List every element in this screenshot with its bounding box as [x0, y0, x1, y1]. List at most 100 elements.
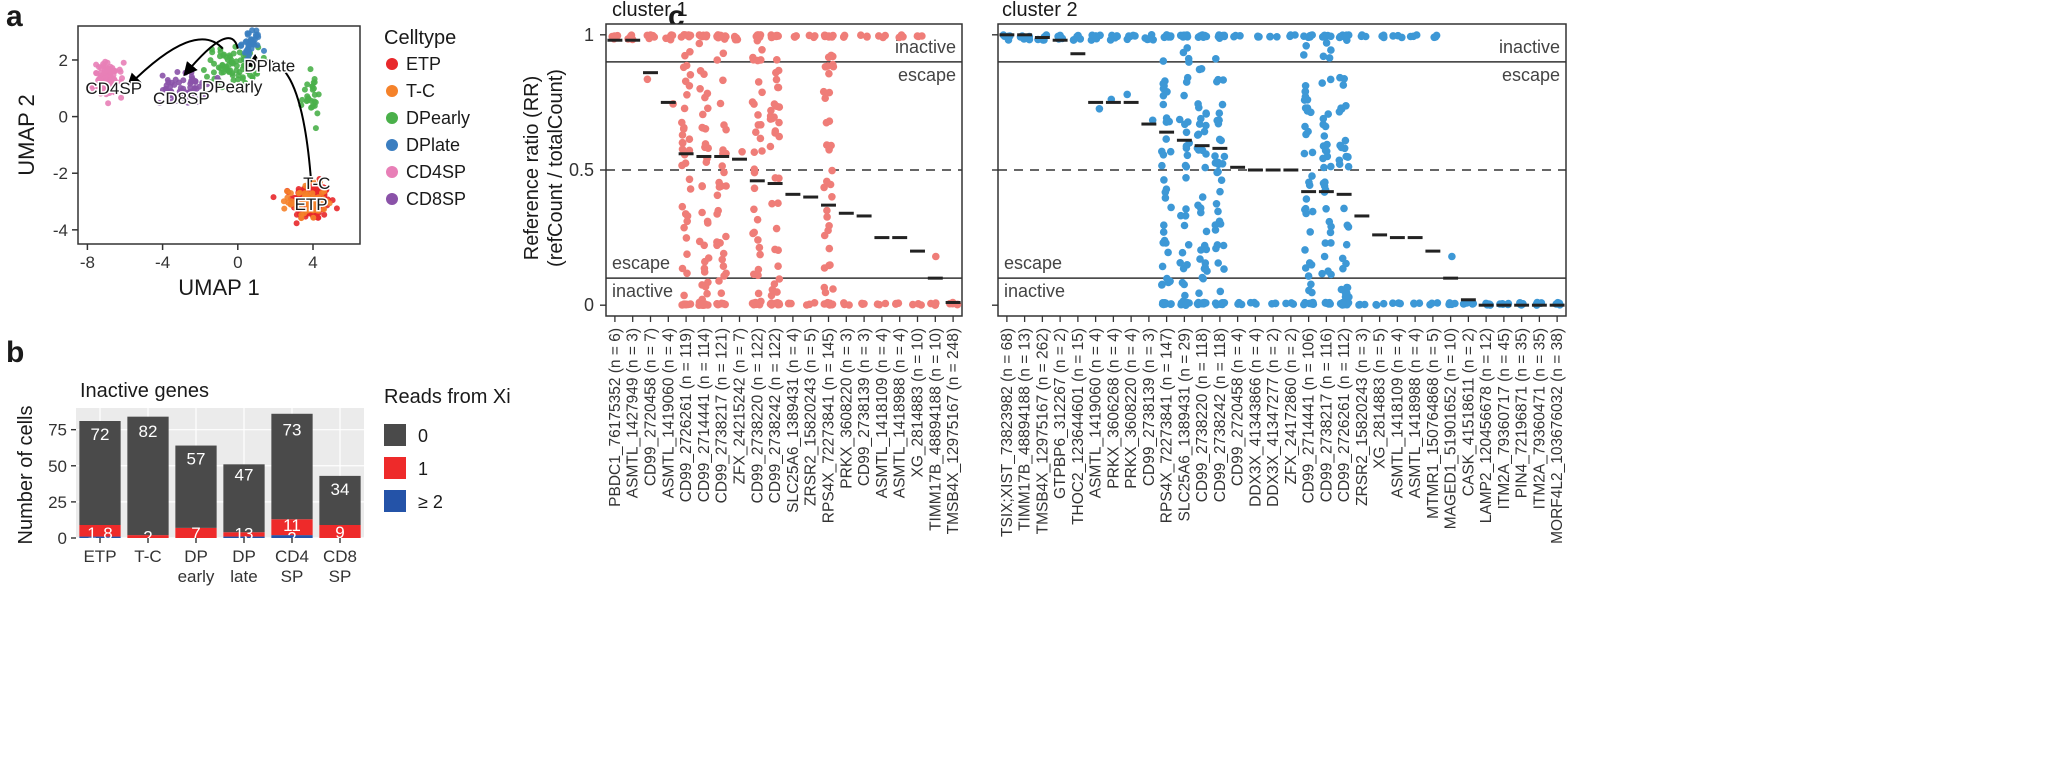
rr-gene-label: PBDC1_76175352 (n = 6)	[607, 328, 624, 507]
bar-segment-1	[127, 535, 169, 538]
rr-data-point	[822, 300, 830, 308]
rr-data-point	[754, 236, 762, 244]
rr-data-point	[1322, 39, 1331, 47]
rr-data-point	[1183, 151, 1192, 160]
rr-band-label-escape-top: escape	[898, 65, 956, 85]
rr-data-point	[899, 33, 907, 41]
rr-data-point	[820, 183, 828, 192]
bar-value-label: 73	[283, 421, 302, 440]
rr-gene-label: GTPBP6_312267 (n = 2)	[1052, 328, 1069, 499]
rr-data-point	[649, 31, 657, 40]
rr-data-point	[699, 124, 707, 132]
rr-data-point	[1379, 299, 1388, 308]
bar-xtick-label: late	[230, 567, 257, 586]
rr-data-point	[771, 32, 780, 40]
rr-data-point	[1291, 31, 1299, 39]
umap-xtick-label: 0	[233, 253, 242, 272]
rr-data-point	[1219, 241, 1228, 250]
rr-data-point	[1214, 32, 1223, 41]
rr-ytick-label: 1	[584, 25, 594, 45]
rr-data-point	[1448, 252, 1456, 261]
rr-data-point	[1211, 299, 1220, 308]
rr-data-point	[1160, 221, 1168, 229]
rr-band-label-inactive-top: inactive	[895, 37, 956, 57]
rr-band-label-escape-bottom: escape	[1004, 253, 1062, 273]
rr-data-point	[1131, 32, 1139, 40]
rr-data-point	[1339, 81, 1348, 89]
rr-data-point	[668, 31, 677, 40]
umap-point	[180, 77, 187, 84]
rr-data-point	[1197, 208, 1205, 217]
rr-data-point	[1166, 147, 1175, 156]
rr-gene-label: DDX3X_41347277 (n = 2)	[1265, 328, 1282, 507]
umap-point	[317, 178, 324, 185]
rr-data-point	[1303, 107, 1312, 115]
rr-gene-label: CD99_2714441 (n = 114)	[696, 328, 713, 502]
rr-data-point	[774, 199, 782, 207]
bar-segment-1	[79, 525, 121, 537]
bar-ytick-label: 75	[48, 421, 67, 440]
rr-data-point	[881, 31, 889, 40]
rr-data-point	[875, 32, 883, 40]
umap-point	[310, 214, 317, 221]
umap-legend-label: DPearly	[406, 108, 470, 128]
rr-data-point	[775, 275, 784, 283]
rr-data-point	[766, 142, 775, 151]
rr-data-point	[750, 100, 758, 108]
rr-data-point	[860, 300, 868, 308]
rr-data-point	[1198, 273, 1207, 282]
rr-data-point	[703, 289, 711, 298]
rr-data-point	[1141, 34, 1149, 42]
bar-value-label: 2	[143, 528, 152, 547]
rr-data-point	[857, 31, 865, 39]
rr-data-point	[718, 162, 726, 170]
rr-data-point	[738, 148, 746, 156]
umap-plot-frame	[77, 25, 361, 245]
rr-data-point	[1319, 114, 1328, 123]
rr-data-point	[1159, 57, 1168, 65]
rr-data-point	[715, 178, 723, 187]
rr-gene-label: PRKX_3606268 (n = 4)	[1105, 328, 1122, 489]
rr-data-point	[1246, 298, 1255, 307]
rr-data-point	[873, 300, 882, 309]
rr-data-point	[719, 262, 728, 271]
rr-data-point	[678, 118, 686, 127]
rr-data-point	[811, 32, 819, 40]
umap-legend-swatch	[386, 112, 398, 124]
rr-data-point	[1304, 33, 1313, 42]
rr-data-point	[722, 125, 730, 134]
rr-data-point	[766, 115, 775, 123]
rr-data-point	[774, 66, 783, 75]
umap-point	[298, 211, 305, 218]
rr-plot-frame	[997, 23, 1567, 317]
umap-point	[321, 206, 327, 213]
rr-data-point	[713, 300, 721, 308]
rr-gene-label: MORF4L2_103676032 (n = 38)	[1549, 328, 1566, 544]
rr-gene-label: ASMTL_1419060 (n = 4)	[1088, 328, 1105, 498]
rr-data-point	[698, 208, 706, 217]
umap-legend-label: DPlate	[406, 135, 460, 155]
umap-xtick-label: -8	[80, 253, 95, 272]
umap-point	[106, 87, 112, 94]
rr-gene-label: MTMR1_150764868 (n = 5)	[1425, 328, 1442, 519]
bar-xtick-label: SP	[329, 567, 352, 586]
rr-data-point	[662, 34, 670, 43]
rr-data-point	[772, 102, 781, 110]
rr-data-point	[787, 299, 795, 308]
bar-segment-ge2	[79, 536, 121, 538]
rr-data-point	[1180, 221, 1189, 230]
rr-data-point	[1301, 92, 1310, 101]
bar-segment-ge2	[223, 536, 265, 538]
umap-point	[284, 188, 291, 195]
rr-data-point	[1326, 75, 1335, 84]
bar-value-label: 57	[187, 450, 206, 469]
rr-data-point	[1301, 82, 1310, 90]
rr-data-point	[683, 269, 691, 278]
rr-data-point	[704, 104, 712, 113]
umap-point	[177, 91, 184, 98]
rr-data-point	[1426, 300, 1434, 309]
rr-data-point	[758, 88, 766, 97]
umap-point	[95, 82, 102, 89]
rr-data-point	[754, 78, 763, 86]
